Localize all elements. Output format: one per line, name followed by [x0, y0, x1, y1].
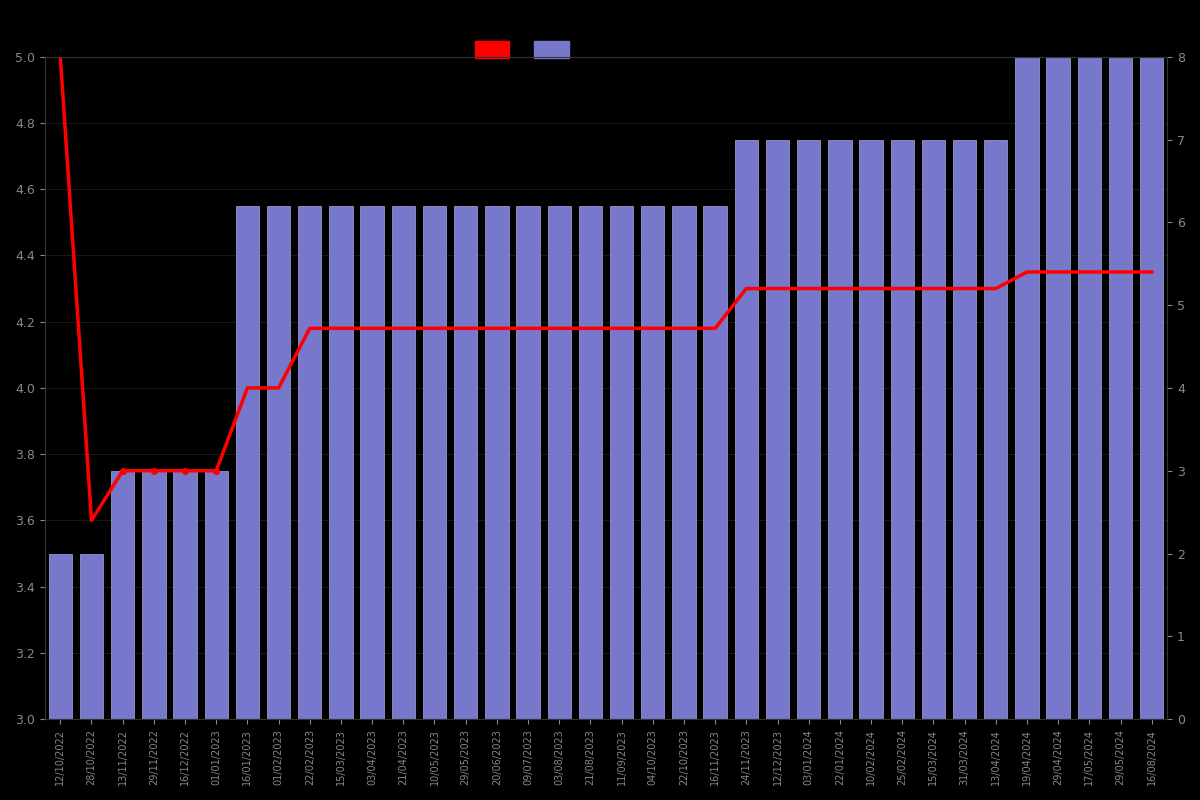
- Bar: [1109, 57, 1132, 719]
- Legend: , : ,: [470, 37, 584, 62]
- Bar: [329, 206, 353, 719]
- Bar: [173, 470, 197, 719]
- Bar: [1015, 57, 1039, 719]
- Bar: [1078, 57, 1102, 719]
- Bar: [422, 206, 446, 719]
- Bar: [859, 139, 883, 719]
- Bar: [80, 554, 103, 719]
- Bar: [298, 206, 322, 719]
- Bar: [922, 139, 946, 719]
- Bar: [204, 470, 228, 719]
- Bar: [110, 470, 134, 719]
- Bar: [547, 206, 571, 719]
- Bar: [641, 206, 665, 719]
- Bar: [703, 206, 727, 719]
- Bar: [766, 139, 790, 719]
- Bar: [890, 139, 914, 719]
- Bar: [1046, 57, 1070, 719]
- Bar: [49, 554, 72, 719]
- Bar: [672, 206, 696, 719]
- Bar: [953, 139, 977, 719]
- Bar: [610, 206, 634, 719]
- Bar: [360, 206, 384, 719]
- Bar: [142, 470, 166, 719]
- Bar: [391, 206, 415, 719]
- Bar: [578, 206, 602, 719]
- Bar: [235, 206, 259, 719]
- Bar: [797, 139, 821, 719]
- Bar: [734, 139, 758, 719]
- Bar: [516, 206, 540, 719]
- Bar: [485, 206, 509, 719]
- Bar: [1140, 57, 1163, 719]
- Bar: [454, 206, 478, 719]
- Bar: [266, 206, 290, 719]
- Bar: [984, 139, 1008, 719]
- Bar: [828, 139, 852, 719]
